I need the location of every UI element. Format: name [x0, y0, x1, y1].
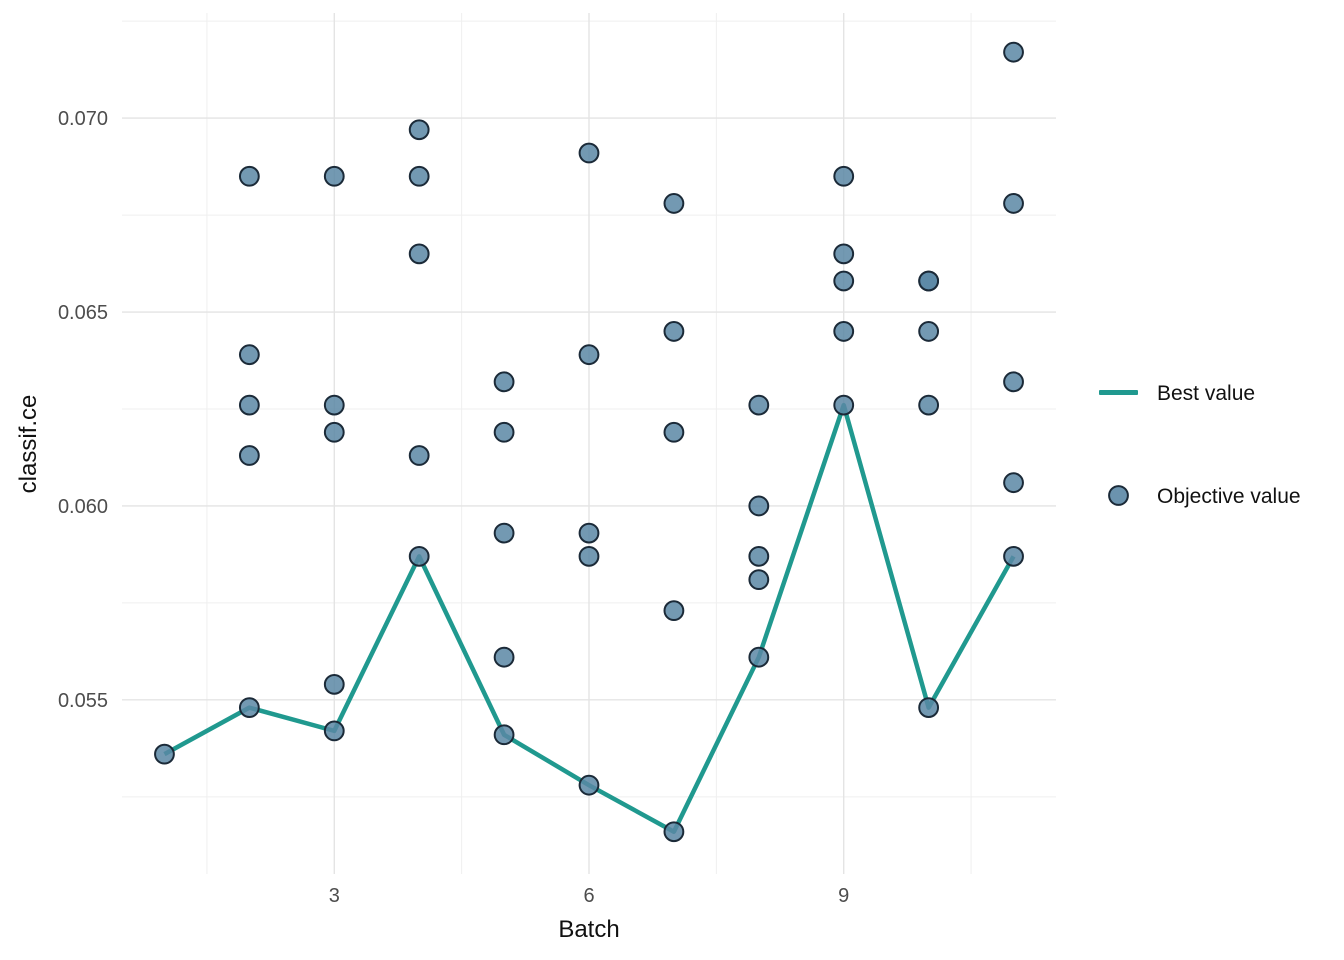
objective-point [323, 421, 345, 443]
objective-point [663, 321, 685, 342]
objective-point [578, 142, 600, 164]
objective-point [663, 421, 685, 443]
axis-tick-labels: 0.055 0.060 0.065 0.070 3 6 9 [58, 108, 849, 907]
objective-point [408, 165, 430, 187]
objective-point [748, 545, 770, 567]
objective-point [408, 445, 430, 466]
objective-point [748, 495, 770, 517]
objective-point [323, 720, 345, 742]
objective-point [238, 165, 260, 187]
y-tick-label: 0.065 [58, 302, 108, 324]
objective-point [833, 243, 855, 265]
x-tick-label: 9 [838, 885, 849, 907]
objective-point [238, 344, 260, 366]
objective-point [578, 344, 600, 366]
y-tick-label: 0.060 [58, 496, 108, 518]
x-tick-label: 6 [583, 885, 594, 907]
objective-point [493, 646, 515, 668]
objective-point [238, 697, 260, 719]
objective-point [833, 165, 855, 187]
y-tick-label: 0.070 [58, 108, 108, 130]
x-tick-label: 3 [329, 885, 340, 907]
legend-objective-value-label: Objective value [1157, 485, 1301, 508]
objective-point [493, 371, 515, 393]
objective-point [323, 394, 345, 416]
objective-point [918, 697, 940, 719]
objective-point [408, 545, 430, 567]
objective-point [748, 394, 770, 416]
objective-point [578, 774, 600, 796]
objective-point [1003, 41, 1024, 63]
objective-point [663, 600, 685, 622]
objective-point [833, 321, 855, 342]
x-axis-title: Batch [558, 916, 619, 943]
objective-point [833, 270, 855, 292]
objective-point [323, 165, 345, 187]
data-series-layer [154, 41, 1024, 843]
objective-point [578, 545, 600, 567]
objective-point [663, 821, 685, 843]
objective-point [493, 522, 515, 544]
objective-point [408, 119, 430, 141]
y-axis-title: classif.ce [15, 395, 42, 494]
objective-point [918, 270, 940, 292]
objective-point [1003, 545, 1024, 567]
y-tick-label: 0.055 [58, 690, 108, 712]
objective-point [918, 321, 940, 342]
legend-best-value-line-swatch [1099, 390, 1138, 395]
objective-point [493, 724, 515, 746]
objective-point [323, 673, 345, 695]
objective-point [748, 646, 770, 668]
objective-point [833, 394, 855, 416]
gridlines [122, 13, 1056, 874]
objective-point [578, 522, 600, 544]
objective-point [1003, 472, 1024, 494]
legend: Best value Objective value [1099, 382, 1301, 508]
legend-objective-value-point-swatch [1108, 485, 1129, 506]
objective-point [748, 569, 770, 591]
objective-point [918, 394, 940, 416]
objective-point [663, 193, 685, 214]
legend-best-value-label: Best value [1157, 382, 1255, 405]
objective-point [1003, 371, 1024, 393]
objective-point [238, 445, 260, 466]
objective-point [1003, 193, 1024, 214]
objective-point [493, 421, 515, 443]
objective-point [408, 243, 430, 265]
objective-point [154, 743, 175, 765]
objective-point [238, 394, 260, 416]
